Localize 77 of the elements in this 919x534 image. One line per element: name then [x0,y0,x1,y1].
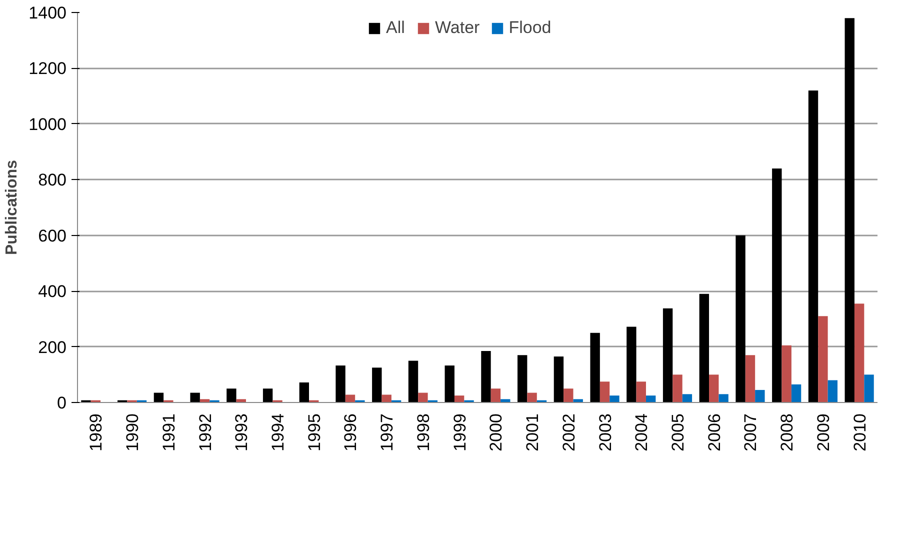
bar [564,388,574,402]
x-tick-label: 1991 [159,413,178,452]
bar [372,368,382,402]
bar [408,360,418,402]
bar [699,294,710,402]
bar [646,396,656,402]
bar [481,350,491,402]
bar [782,345,792,402]
y-tick-label: 1400 [28,4,67,22]
bar [590,332,600,402]
x-tick-label: 1994 [268,413,288,452]
y-axis-title: Publications [4,160,21,256]
legend-label: Water [435,18,480,38]
bar [844,18,854,402]
x-tick-label: 2003 [596,413,615,452]
bar [444,365,454,402]
x-tick-label: 2007 [741,413,760,452]
x-tick-label: 1996 [341,413,360,452]
bar [382,394,392,402]
y-tick-label: 800 [38,170,67,190]
bar [808,90,818,402]
legend-label: Flood [508,18,552,38]
bar [718,394,728,402]
bar [454,396,464,402]
y-tick-label: 400 [38,282,67,302]
bar [864,374,874,402]
bar [662,308,673,402]
bar [854,304,864,402]
bar [818,316,828,402]
y-tick-label: 200 [38,338,67,357]
bar [262,388,273,402]
x-tick-label: 2004 [632,413,652,452]
bar [709,374,719,402]
bar [672,374,682,402]
bar [745,355,756,402]
x-tick-label: 1998 [414,413,433,452]
bar [755,390,765,402]
bar [490,388,501,402]
bar [791,384,802,402]
bar [518,355,528,402]
y-tick-label: 600 [38,226,67,246]
y-tick-label: 1000 [28,114,67,134]
bar [336,365,346,402]
bar [418,392,428,402]
bar [682,394,692,402]
bar [527,392,537,402]
x-tick-label: 2006 [704,413,724,452]
bar [610,396,620,402]
bar [626,326,636,402]
x-tick-label: 2000 [486,413,506,452]
bar [554,356,564,402]
bar [226,388,236,402]
legend-label: All [386,18,406,38]
x-tick-label: 1990 [123,413,142,452]
x-tick-label: 1993 [232,413,252,452]
bar [345,394,356,402]
bar [299,382,310,402]
bar [828,380,838,402]
bar [190,392,200,402]
x-tick-label: 2001 [523,413,542,452]
y-tick-label: 0 [57,394,67,412]
x-tick-label: 2002 [559,413,578,452]
x-tick-label: 2008 [778,413,797,452]
x-tick-label: 1997 [378,413,397,452]
bar [600,382,610,402]
bar [636,382,646,402]
y-tick-label: 1200 [28,59,67,78]
bar [772,168,782,402]
x-tick-label: 2010 [850,413,870,452]
x-tick-label: 2005 [668,413,688,452]
x-tick-label: 1989 [86,413,106,452]
x-tick-label: 1995 [304,413,324,452]
bar [154,392,164,402]
x-tick-label: 1992 [196,413,215,452]
x-tick-label: 1999 [450,413,470,452]
bar [736,235,746,402]
x-tick-label: 2009 [814,413,833,452]
